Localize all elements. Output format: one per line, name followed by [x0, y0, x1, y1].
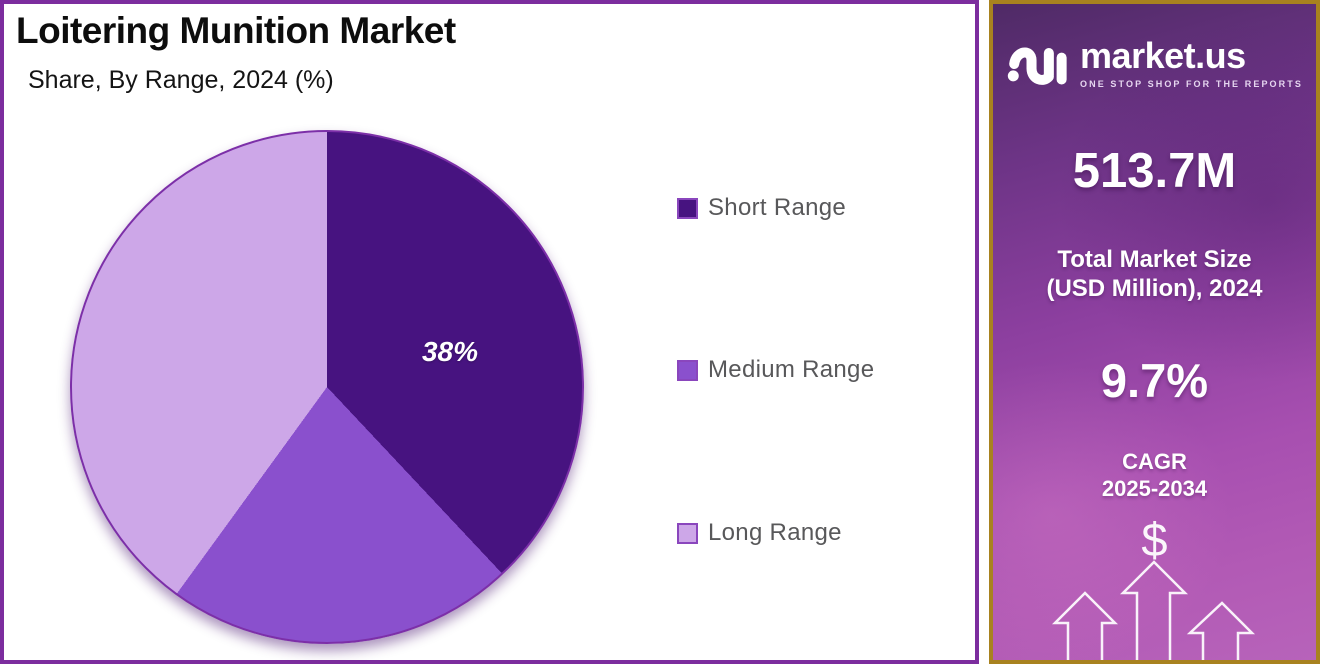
brand-sidebar: market.us ONE STOP SHOP FOR THE REPORTS …: [989, 0, 1320, 664]
legend-label: Long Range: [708, 519, 842, 546]
legend-label: Medium Range: [708, 356, 875, 383]
pie-chart[interactable]: 38%: [70, 130, 584, 644]
total-market-size-label-line2: (USD Million), 2024: [1046, 275, 1263, 302]
chart-panel: Loitering Munition Market Share, By Rang…: [0, 0, 979, 664]
total-market-size-label: Total Market Size (USD Million), 2024: [993, 245, 1316, 303]
total-market-size-label-line1: Total Market Size: [1057, 246, 1252, 273]
page-title: Loitering Munition Market: [16, 10, 456, 51]
cagr-label-text: CAGR: [1122, 449, 1187, 474]
legend-item-long-range[interactable]: Long Range: [677, 519, 842, 547]
brand-tagline: ONE STOP SHOP FOR THE REPORTS: [1080, 79, 1303, 89]
cagr-label: CAGR 2025-2034: [993, 448, 1316, 502]
legend-swatch-long-range: [677, 522, 698, 544]
legend-item-medium-range[interactable]: Medium Range: [677, 356, 874, 384]
cagr-value: 9.7%: [1100, 354, 1209, 407]
legend-swatch-medium-range: [677, 359, 698, 381]
legend-item-short-range[interactable]: Short Range: [677, 194, 846, 222]
growth-arrows-icon: [1051, 560, 1256, 660]
brand-logo[interactable]: market.us ONE STOP SHOP FOR THE REPORTS: [993, 38, 1316, 89]
pie-slice-data-label: 38%: [421, 336, 479, 367]
market-us-logomark-icon: [1007, 47, 1067, 85]
legend-swatch-short-range: [677, 197, 698, 219]
legend-label: Short Range: [708, 194, 847, 221]
total-market-size-value: 513.7M: [1072, 144, 1237, 198]
chart-subtitle: Share, By Range, 2024 (%): [28, 66, 334, 94]
brand-name: market.us: [1080, 35, 1246, 76]
dollar-sign-icon: $: [1141, 513, 1168, 566]
cagr-period: 2025-2034: [1101, 476, 1208, 501]
